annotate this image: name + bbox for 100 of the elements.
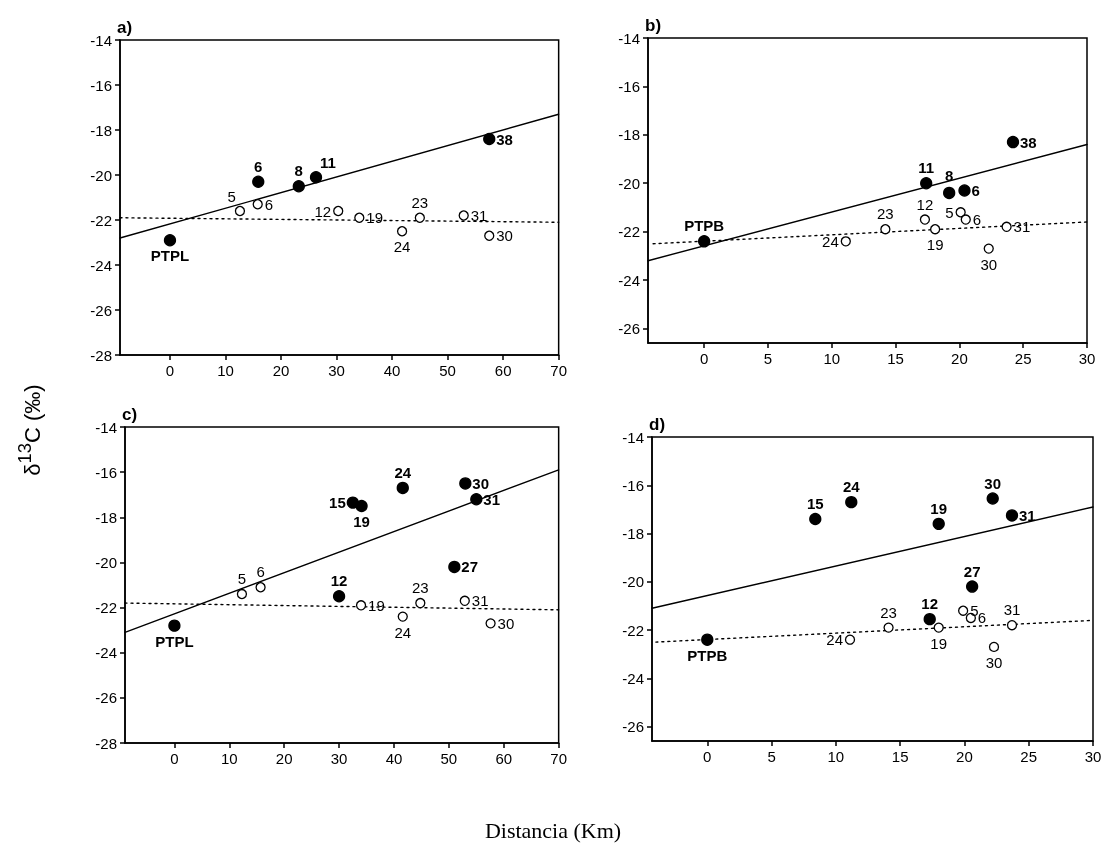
point	[955, 207, 966, 218]
annotation: 15	[329, 494, 346, 512]
y-tick-label: -18	[95, 508, 117, 526]
annotation: 12	[314, 202, 332, 220]
point	[396, 481, 409, 495]
point	[459, 477, 472, 490]
point	[234, 205, 246, 217]
x-tick-label: 30	[328, 362, 345, 379]
annotation: 24	[842, 478, 861, 496]
annotation: 31	[483, 490, 501, 508]
y-tick-label: -24	[95, 644, 117, 662]
y-tick-label: -28	[95, 734, 117, 752]
annotation: 31	[470, 207, 488, 224]
y-tick-label: -26	[90, 301, 112, 319]
y-tick-label: -20	[622, 573, 644, 591]
annotation: 24	[394, 463, 412, 481]
annotation: 23	[877, 205, 894, 223]
point	[252, 175, 265, 188]
point	[883, 622, 894, 633]
x-tick-label: 10	[823, 350, 841, 367]
x-tick-label: 30	[1084, 748, 1102, 765]
annotation: 23	[411, 193, 429, 211]
y-tick-label: -26	[95, 689, 117, 707]
x-tick-label: 10	[827, 748, 845, 765]
annotation: 12	[330, 572, 348, 590]
chart-title: d)	[649, 415, 666, 434]
x-tick-label: 20	[275, 750, 293, 767]
y-tick-label: -24	[90, 256, 112, 274]
y-tick-label: -26	[622, 718, 644, 736]
annotation: 24	[393, 238, 411, 256]
point	[943, 186, 956, 200]
annotation: 6	[972, 211, 982, 229]
point	[923, 613, 936, 626]
point	[415, 597, 426, 609]
point	[309, 171, 323, 184]
annotation: 11	[918, 159, 935, 177]
y-tick-label: -28	[90, 346, 112, 364]
annotation: 6	[256, 563, 265, 581]
point	[932, 517, 945, 530]
x-tick-label: 15	[891, 748, 909, 765]
y-tick-label: -20	[618, 174, 640, 192]
annotation: 38	[496, 130, 513, 148]
annotation: 24	[826, 631, 843, 649]
point	[983, 243, 994, 254]
annotation: 31	[1013, 218, 1031, 236]
annotation: 38	[1019, 133, 1037, 151]
point	[930, 224, 941, 235]
point	[484, 230, 495, 241]
point	[920, 177, 933, 190]
annotation: 5	[945, 203, 954, 221]
point	[880, 224, 891, 235]
y-tick-label: -14	[622, 428, 644, 446]
y-tick-label: -24	[618, 271, 640, 289]
point	[809, 512, 822, 526]
x-tick-label: 0	[165, 362, 175, 379]
point	[483, 132, 496, 146]
annotation: PTPL	[155, 632, 194, 650]
y-tick-label: -16	[95, 463, 117, 481]
point	[698, 235, 711, 248]
annotation: 30	[985, 653, 1003, 671]
annotation: PTPL	[150, 247, 190, 265]
point	[919, 214, 931, 225]
x-tick-label: 0	[703, 748, 712, 765]
annotation: 6	[254, 157, 263, 175]
x-tick-label: 40	[385, 750, 403, 767]
annotation: 19	[353, 513, 370, 530]
point	[470, 493, 483, 506]
annotation: 31	[471, 592, 489, 610]
point	[163, 234, 177, 247]
y-tick-label: -16	[90, 76, 112, 94]
y-tick-label: -22	[618, 223, 640, 241]
point	[397, 611, 408, 622]
y-tick-label: -16	[622, 476, 644, 494]
y-tick-label: -20	[90, 166, 112, 184]
point	[986, 492, 999, 505]
point	[1001, 221, 1012, 232]
x-tick-label: 25	[1020, 748, 1038, 765]
annotation: 19	[366, 209, 384, 227]
point	[414, 212, 425, 223]
point	[960, 214, 971, 225]
chart-title: b)	[645, 16, 662, 35]
x-tick-label: 0	[170, 750, 179, 767]
annotation: 23	[411, 579, 429, 597]
point	[333, 205, 344, 217]
y-tick-label: -16	[618, 77, 640, 95]
chart-title: a)	[117, 18, 133, 37]
point	[396, 226, 408, 237]
annotation: 12	[916, 195, 934, 213]
annotation: 8	[294, 162, 303, 180]
annotation: 19	[930, 499, 948, 517]
x-tick-label: 0	[699, 350, 709, 367]
annotation: 11	[320, 154, 336, 172]
y-tick-label: -18	[618, 126, 640, 144]
x-tick-label: 70	[550, 362, 567, 379]
annotation: PTPB	[684, 217, 725, 235]
annotation: 19	[926, 236, 944, 254]
annotation: 24	[394, 623, 412, 641]
y-tick-label: -22	[622, 621, 644, 639]
point	[958, 605, 969, 616]
y-tick-label: -24	[622, 669, 644, 687]
